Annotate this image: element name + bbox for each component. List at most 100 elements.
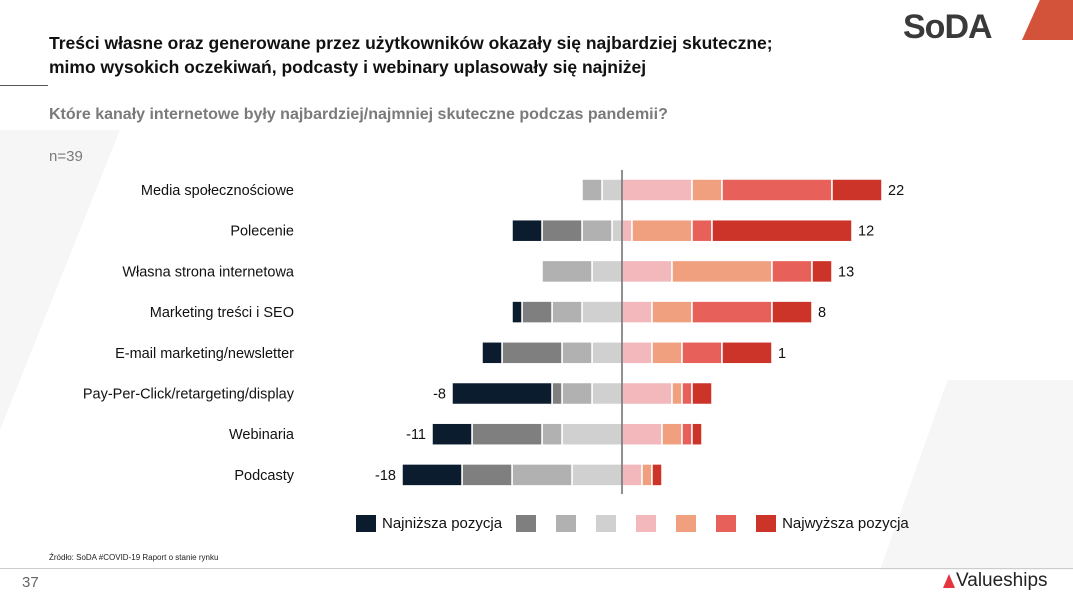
divider — [0, 85, 48, 86]
bar-segment-position-6 — [551, 300, 583, 324]
bar-segment-position-5 — [581, 300, 623, 324]
bar-segment-position-2 — [681, 422, 693, 446]
bar-segment-position-1 — [811, 259, 833, 284]
net-score-label: 8 — [818, 305, 826, 321]
bar-segment-position-3 — [631, 218, 693, 243]
bar-segment-position-6 — [561, 341, 593, 365]
bar-segment-position-7 — [471, 422, 543, 446]
valueships-brand: Valueships — [956, 570, 1048, 591]
legend-swatch-position-5 — [596, 515, 617, 532]
bar-segment-position-6 — [541, 422, 563, 446]
bar-segment-position-8 — [511, 218, 543, 243]
bar-segment-position-4 — [621, 259, 673, 284]
category-label: E-mail marketing/newsletter — [115, 346, 294, 362]
legend-swatch-position-2 — [716, 515, 737, 532]
bar-segment-position-7 — [551, 381, 563, 406]
legend-swatch-position-1 — [756, 515, 777, 532]
bar-segment-position-1 — [691, 422, 703, 446]
bar-segment-position-1 — [771, 300, 813, 324]
bar-segment-position-4 — [621, 422, 663, 446]
page-number: 37 — [22, 574, 39, 591]
soda-logo: SoDA — [903, 8, 993, 46]
bar-segment-position-3 — [671, 259, 773, 284]
bar-segment-position-3 — [641, 463, 653, 487]
category-label: Polecenie — [230, 224, 294, 240]
chart-question: Które kanały internetowe były najbardzie… — [49, 106, 668, 123]
valueships-triangle-icon — [943, 574, 955, 588]
bar-segment-position-4 — [621, 341, 653, 365]
title-line-1: Treści własne oraz generowane przez użyt… — [49, 33, 773, 53]
legend-label-high: Najwyższa pozycja — [782, 515, 909, 532]
bar-segment-position-8 — [401, 463, 463, 487]
bar-segment-position-5 — [611, 218, 623, 243]
net-score-label: -18 — [375, 468, 396, 484]
bar-segment-position-2 — [681, 341, 723, 365]
category-label: Podcasty — [234, 468, 294, 484]
legend-label-low: Najniższa pozycja — [382, 515, 503, 532]
bar-segment-position-7 — [461, 463, 513, 487]
bar-segment-position-3 — [651, 300, 693, 324]
bar-segment-position-8 — [511, 300, 523, 324]
sample-size: n=39 — [49, 148, 83, 165]
bar-segment-position-1 — [721, 341, 773, 365]
bar-segment-position-1 — [831, 178, 883, 202]
valueships-logo: Valueships — [943, 570, 1048, 592]
bar-segment-position-4 — [621, 463, 643, 487]
bar-segment-position-2 — [721, 178, 833, 202]
bar-segment-position-5 — [601, 178, 623, 202]
bar-segment-position-6 — [511, 463, 573, 487]
footer-divider — [0, 568, 1073, 569]
bar-segment-position-7 — [501, 341, 563, 365]
bar-segment-position-3 — [671, 381, 683, 406]
bar-segment-position-3 — [661, 422, 683, 446]
bar-segment-position-7 — [541, 218, 583, 243]
bar-segment-position-5 — [591, 381, 623, 406]
bar-segment-position-4 — [621, 218, 633, 243]
net-score-label: -11 — [406, 427, 426, 443]
bar-segment-position-6 — [581, 218, 613, 243]
net-score-label: 22 — [888, 183, 904, 199]
bar-segment-position-3 — [691, 178, 723, 202]
bar-segment-position-2 — [771, 259, 813, 284]
legend-swatch-position-7 — [516, 515, 537, 532]
net-score-label: 1 — [778, 346, 786, 362]
bar-segment-position-6 — [561, 381, 593, 406]
legend-swatch-position-6 — [556, 515, 577, 532]
category-label: Własna strona internetowa — [122, 264, 295, 280]
bar-segment-position-8 — [431, 422, 473, 446]
bar-segment-position-8 — [481, 341, 503, 365]
slide-title: Treści własne oraz generowane przez użyt… — [49, 31, 773, 79]
category-label: Media społecznościowe — [141, 183, 294, 199]
legend: Najniższa pozycja Najwyższa pozycja — [356, 515, 909, 532]
bar-segment-position-5 — [571, 463, 623, 487]
bar-segment-position-5 — [561, 422, 623, 446]
bar-segment-position-1 — [691, 381, 713, 406]
category-label: Webinaria — [229, 427, 295, 443]
source-note: Źródło: SoDA #COVID-19 Raport o stanie r… — [49, 553, 219, 562]
bar-segment-position-6 — [541, 259, 593, 284]
bar-segment-position-2 — [691, 218, 713, 243]
bar-segment-position-4 — [621, 178, 693, 202]
legend-swatch-position-8 — [356, 515, 376, 532]
legend-swatch-position-3 — [676, 515, 697, 532]
bar-segment-position-4 — [621, 381, 673, 406]
net-score-label: 13 — [838, 264, 854, 280]
bar-segment-position-2 — [691, 300, 773, 324]
bar-segment-position-4 — [621, 300, 653, 324]
bar-segment-position-2 — [681, 381, 693, 406]
bar-segment-position-5 — [591, 259, 623, 284]
legend-swatch-position-4 — [636, 515, 657, 532]
bar-segment-position-1 — [711, 218, 853, 243]
net-score-label: -8 — [433, 387, 446, 403]
category-label: Marketing treści i SEO — [150, 305, 294, 321]
title-line-2: mimo wysokich oczekiwań, podcasty i webi… — [49, 57, 647, 77]
bar-segment-position-5 — [591, 341, 623, 365]
bar-segment-position-8 — [451, 381, 553, 406]
net-score-label: 12 — [858, 224, 874, 240]
bar-segment-position-6 — [581, 178, 603, 202]
category-label: Pay-Per-Click/retargeting/display — [83, 387, 295, 403]
bar-segment-position-1 — [651, 463, 663, 487]
bar-segment-position-3 — [651, 341, 683, 365]
bar-segment-position-7 — [521, 300, 553, 324]
